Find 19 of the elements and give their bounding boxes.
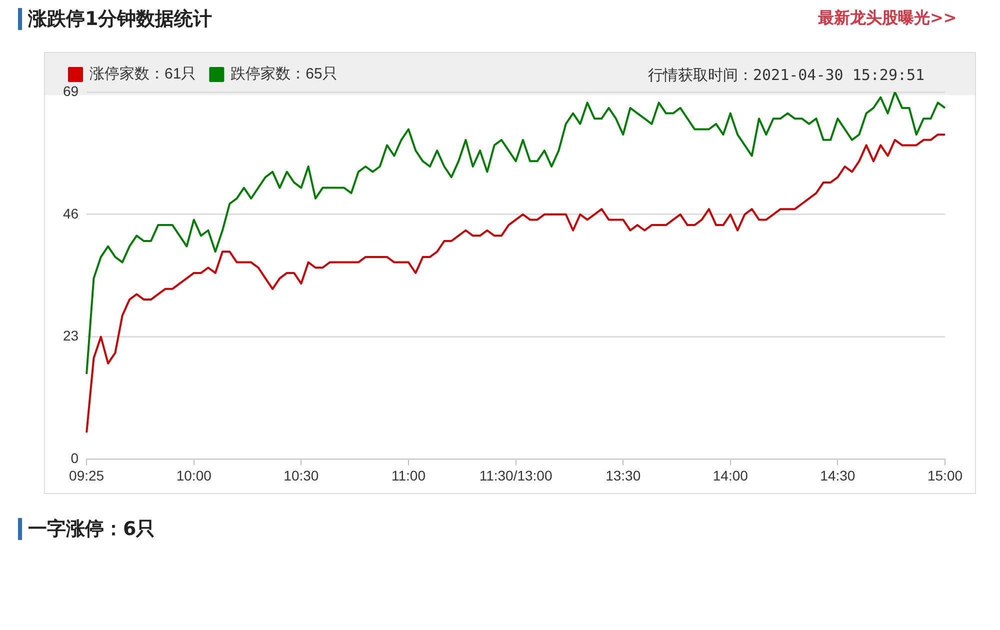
x-tick-label: 11:00 — [391, 467, 426, 484]
x-tick-label: 10:00 — [176, 467, 212, 484]
y-tick-label: 0 — [70, 450, 79, 466]
y-tick-label: 46 — [62, 205, 79, 222]
x-tick-label: 09:25 — [69, 467, 104, 484]
legend-label: 跌停家数：65只 — [230, 66, 338, 83]
text: 一字涨停：6只 — [28, 517, 156, 542]
y-tick-label: 23 — [62, 328, 79, 344]
text: 行情获取时间：2021-04-30 15:29:51 — [648, 66, 925, 85]
x-tick-label: 10:30 — [284, 467, 319, 484]
x-tick-label: 13:30 — [606, 467, 641, 484]
x-tick-label: 15:00 — [927, 467, 963, 484]
legend-label: 涨停家数：61只 — [90, 66, 196, 83]
x-tick-label: 11:30/13:00 — [479, 467, 552, 484]
text: 最新龙头股曝光>> — [818, 8, 957, 29]
chart-title: 涨跌停1分钟数据统计 — [28, 7, 212, 32]
x-tick-label: 14:00 — [712, 467, 748, 484]
x-tick-label: 14:30 — [820, 467, 856, 484]
y-tick-label: 69 — [62, 82, 79, 99]
